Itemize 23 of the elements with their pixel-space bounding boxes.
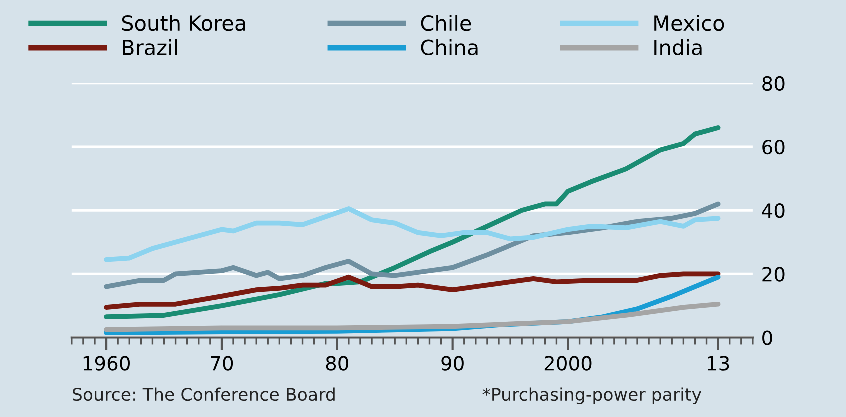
y-tick-label: 40: [762, 204, 785, 218]
legend-label: Mexico: [654, 15, 724, 32]
line-series: [104, 125, 721, 320]
x-tick-label: 1960: [84, 356, 130, 371]
y-tick-label: 80: [762, 76, 785, 92]
x-tick-label: 13: [708, 356, 730, 371]
x-tick-label: 80: [326, 356, 348, 371]
legend-label: India: [654, 39, 702, 56]
y-tick-label: 20: [762, 267, 785, 282]
text: *Purchasing-power parity: [482, 388, 702, 404]
source-note: Source: The Conference Board: [73, 388, 335, 402]
y-tick-label: 60: [762, 140, 785, 155]
line-series: [104, 272, 721, 310]
legend-label: Chile: [421, 15, 472, 32]
legend-label: South Korea: [122, 15, 246, 32]
legend-label: Brazil: [123, 39, 178, 56]
line-series: [104, 302, 721, 332]
x-tick-label: 2000: [544, 356, 592, 371]
y-tick-label: 0: [762, 330, 772, 346]
legend-label: China: [421, 39, 478, 56]
x-tick-label: 90: [442, 356, 464, 371]
line-series: [104, 206, 721, 262]
x-tick-label: 70: [211, 356, 234, 371]
